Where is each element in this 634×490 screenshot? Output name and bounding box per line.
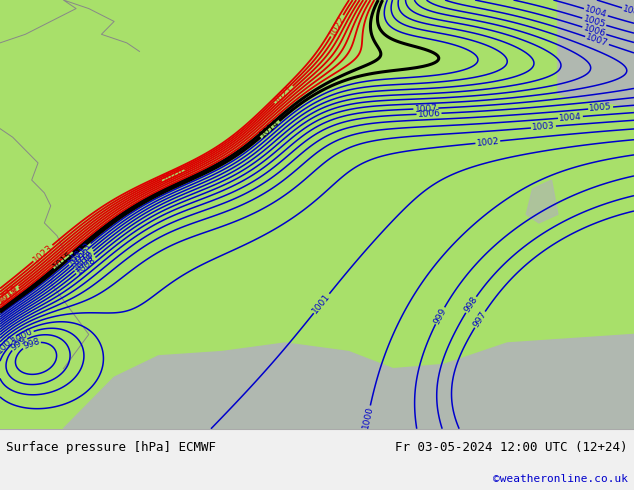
Polygon shape bbox=[63, 343, 393, 429]
Text: 1020: 1020 bbox=[161, 166, 186, 184]
Text: 1000: 1000 bbox=[361, 406, 375, 430]
Text: 1006: 1006 bbox=[582, 23, 607, 38]
Text: 1008: 1008 bbox=[74, 255, 98, 276]
Text: 1000: 1000 bbox=[10, 327, 34, 346]
Text: 1009: 1009 bbox=[72, 252, 96, 273]
Text: 1010: 1010 bbox=[72, 248, 96, 270]
Text: 1001: 1001 bbox=[0, 333, 18, 355]
Text: 1021: 1021 bbox=[272, 83, 295, 106]
Text: 1005: 1005 bbox=[589, 102, 612, 114]
Text: 1003: 1003 bbox=[622, 4, 634, 19]
Text: 997: 997 bbox=[472, 310, 488, 329]
Text: 1013: 1013 bbox=[69, 241, 93, 262]
Text: 998: 998 bbox=[22, 337, 41, 351]
Text: 1023: 1023 bbox=[31, 243, 55, 264]
Text: Fr 03-05-2024 12:00 UTC (12+24): Fr 03-05-2024 12:00 UTC (12+24) bbox=[395, 441, 628, 454]
Text: 998: 998 bbox=[462, 295, 479, 315]
Text: 999: 999 bbox=[432, 306, 448, 325]
Text: 999: 999 bbox=[10, 335, 29, 353]
Text: 1011: 1011 bbox=[71, 246, 94, 268]
Text: 1015: 1015 bbox=[52, 249, 75, 271]
Polygon shape bbox=[380, 334, 634, 429]
Text: 1022: 1022 bbox=[327, 14, 347, 38]
Text: 1018: 1018 bbox=[0, 286, 21, 307]
Text: 1001: 1001 bbox=[311, 292, 332, 315]
Text: 1012: 1012 bbox=[67, 246, 90, 268]
Text: 1005: 1005 bbox=[582, 14, 607, 29]
Text: 1007: 1007 bbox=[585, 33, 609, 49]
Polygon shape bbox=[526, 180, 558, 223]
Text: 1003: 1003 bbox=[532, 122, 555, 132]
Text: 1014: 1014 bbox=[258, 118, 281, 140]
Text: 1019: 1019 bbox=[0, 283, 20, 304]
Text: 1004: 1004 bbox=[584, 4, 608, 20]
Text: Surface pressure [hPa] ECMWF: Surface pressure [hPa] ECMWF bbox=[6, 441, 216, 454]
Text: 1004: 1004 bbox=[559, 112, 582, 122]
Text: 1007: 1007 bbox=[414, 103, 437, 114]
Text: ©weatheronline.co.uk: ©weatheronline.co.uk bbox=[493, 474, 628, 484]
Text: 1006: 1006 bbox=[417, 109, 441, 119]
Text: 1002: 1002 bbox=[476, 137, 500, 148]
Polygon shape bbox=[558, 0, 634, 107]
